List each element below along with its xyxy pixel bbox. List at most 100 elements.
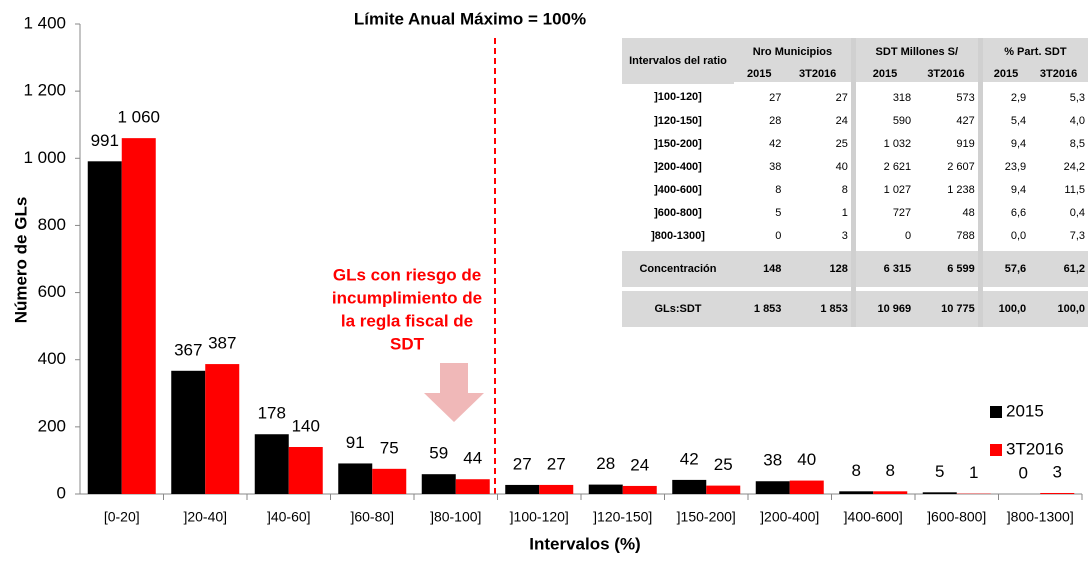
x-tick-label: ]100-120] bbox=[510, 509, 569, 525]
table-cell: 1 027 bbox=[850, 178, 915, 201]
table-cell: 4,0 bbox=[1069, 114, 1085, 127]
y-tick-label: 600 bbox=[38, 282, 66, 301]
table-cell: 0 bbox=[850, 224, 915, 249]
table-cell: 5,3 bbox=[1069, 91, 1085, 104]
y-tick-label: 400 bbox=[38, 349, 66, 368]
bar bbox=[539, 484, 574, 494]
table-row: ]600-800] 5 1 727 48 6,6 0,4 bbox=[622, 201, 1088, 224]
bar bbox=[87, 161, 122, 495]
table-cell: 0,0 bbox=[977, 224, 1030, 249]
table-row: ]400-600] 8 8 1 027 1 238 9,4 11,5 bbox=[622, 178, 1088, 201]
table-cell: Nro Municipios bbox=[734, 38, 854, 66]
table-cell: 1 032 bbox=[850, 132, 915, 155]
bar bbox=[755, 481, 790, 494]
table-cell: 42 bbox=[769, 137, 782, 150]
x-tick-label: [0-20] bbox=[104, 509, 140, 525]
table-cell: 1 bbox=[841, 206, 848, 219]
table-cell: 10 775 bbox=[914, 287, 981, 327]
table-cell: 1 853 bbox=[734, 287, 785, 327]
value-label: 24 bbox=[630, 455, 649, 474]
table-cell: 727 bbox=[850, 201, 915, 224]
table-cell: 6 599 bbox=[914, 247, 981, 289]
table-cell: 100,0 bbox=[977, 287, 1030, 327]
bar bbox=[706, 485, 741, 494]
bar bbox=[205, 364, 240, 494]
x-tick-label: ]80-100] bbox=[430, 509, 481, 525]
table-row: ]150-200] 42 25 1 032 919 9,4 8,5 bbox=[622, 132, 1088, 155]
table-cell: 2015 bbox=[734, 66, 785, 86]
table-cell: 27 bbox=[769, 91, 782, 104]
bar bbox=[672, 479, 707, 494]
x-tick-label: ]60-80] bbox=[350, 509, 394, 525]
table-cell: 573 bbox=[956, 91, 975, 104]
table-cell: 148 bbox=[734, 247, 785, 289]
bar bbox=[505, 484, 540, 494]
x-tick-label: ]200-400] bbox=[760, 509, 819, 525]
bar bbox=[622, 485, 657, 494]
bar bbox=[121, 138, 156, 494]
table-cell: Concentración bbox=[622, 247, 734, 289]
x-tick-label: ]40-60] bbox=[267, 509, 311, 525]
x-tick-label: ]400-600] bbox=[844, 509, 903, 525]
bar bbox=[338, 463, 373, 494]
value-label: 140 bbox=[292, 416, 320, 435]
table-cell: 8,5 bbox=[1069, 137, 1085, 150]
value-label: 1 060 bbox=[117, 108, 160, 127]
annotation: incumplimiento de bbox=[332, 288, 482, 307]
table-cell: 24,2 bbox=[1063, 160, 1085, 173]
value-label: 8 bbox=[852, 461, 861, 480]
value-label: 178 bbox=[258, 404, 286, 423]
table-cell: 24 bbox=[835, 114, 848, 127]
legend-label: 2015 bbox=[1006, 401, 1044, 420]
chart-title: Límite Anual Máximo = 100% bbox=[354, 9, 586, 28]
x-tick-label: ]120-150] bbox=[593, 509, 652, 525]
legend-label: 3T2016 bbox=[1006, 439, 1064, 458]
legend-swatch bbox=[990, 444, 1002, 456]
table-cell: 427 bbox=[956, 114, 975, 127]
table-cell: SDT Millones S/ bbox=[850, 38, 981, 66]
table-row: ]100-120] 27 27 318 573 2,9 5,3 bbox=[622, 84, 1088, 109]
table-cell: 40 bbox=[835, 160, 848, 173]
table-cell: 919 bbox=[956, 137, 975, 150]
table-row: GLs:SDT 1 853 1 853 10 969 10 775 100,0 100,0 bbox=[622, 287, 1088, 327]
bar bbox=[372, 468, 407, 494]
value-label: 0 bbox=[1019, 463, 1028, 482]
value-label: 8 bbox=[886, 461, 895, 480]
bar bbox=[873, 491, 908, 494]
annotation: SDT bbox=[390, 334, 425, 353]
table-cell: 6 315 bbox=[850, 247, 915, 289]
table-row: ]120-150] 28 24 590 427 5,4 4,0 bbox=[622, 109, 1088, 132]
table-cell: ]800-1300] bbox=[651, 229, 705, 242]
table-cell: 8 bbox=[841, 183, 848, 196]
value-label: 27 bbox=[547, 454, 566, 473]
bar bbox=[588, 484, 623, 494]
value-label: 42 bbox=[680, 449, 699, 468]
y-tick-label: 200 bbox=[38, 416, 66, 435]
table-cell: 38 bbox=[769, 160, 782, 173]
arrow bbox=[424, 363, 484, 422]
value-label: 3 bbox=[1053, 462, 1062, 481]
table-cell: ]150-200] bbox=[654, 137, 702, 150]
table-row: Concentración 148 128 6 315 6 599 57,6 61,2 bbox=[622, 247, 1088, 289]
table-cell: ]100-120] bbox=[654, 90, 702, 103]
table-cell: 27 bbox=[835, 91, 848, 104]
value-label: 991 bbox=[91, 131, 119, 150]
table-cell: Intervalos del ratio bbox=[622, 38, 734, 84]
bar bbox=[839, 491, 874, 494]
table-cell: 3T2016 bbox=[784, 66, 854, 86]
bar bbox=[789, 480, 824, 494]
table-cell: 3T2016 bbox=[1029, 66, 1088, 86]
table-cell: 1 238 bbox=[947, 183, 975, 196]
table-cell: 23,9 bbox=[977, 155, 1030, 178]
annotation: GLs con riesgo de bbox=[333, 265, 481, 284]
table-cell: 590 bbox=[850, 109, 915, 132]
x-axis-label: Intervalos (%) bbox=[529, 534, 640, 553]
table-cell: ]600-800] bbox=[654, 206, 702, 219]
value-label: 387 bbox=[208, 334, 236, 353]
x-tick-label: ]800-1300] bbox=[1007, 509, 1074, 525]
table-cell: 100,0 bbox=[1029, 287, 1088, 327]
value-label: 40 bbox=[797, 450, 816, 469]
table-cell: 9,4 bbox=[977, 178, 1030, 201]
y-tick-label: 1 000 bbox=[23, 148, 66, 167]
